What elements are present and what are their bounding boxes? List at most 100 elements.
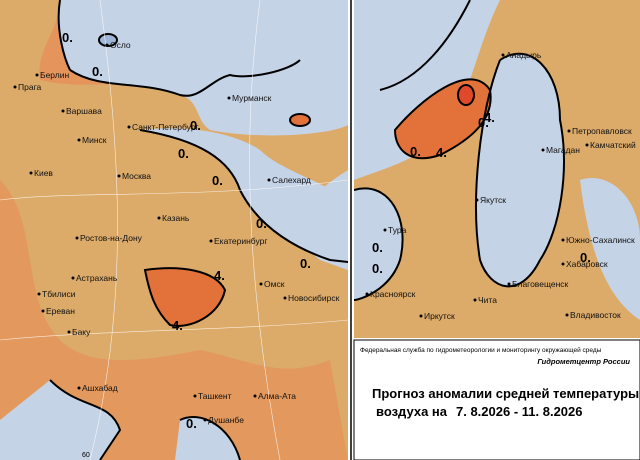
city-label: Камчатский [590, 140, 636, 150]
city-label: Баку [72, 327, 91, 337]
city-dot [193, 394, 197, 398]
city-dot [585, 143, 589, 147]
city-dot [77, 386, 81, 390]
city-dot [501, 53, 505, 57]
city-dot [209, 239, 213, 243]
east-panel [354, 0, 640, 338]
city-label: Благовещенск [512, 279, 569, 289]
contour-label: 0. [478, 115, 489, 130]
city-dot [507, 282, 511, 286]
contour-label: 4. [214, 268, 225, 283]
contour-label: 0. [190, 118, 201, 133]
city-label: Санкт-Петербург [132, 122, 199, 132]
city-dot [157, 216, 161, 220]
contour-label: 4. [172, 318, 183, 333]
city-label: Красноярск [370, 289, 416, 299]
city-dot [565, 313, 569, 317]
city-label: Киев [34, 168, 53, 178]
city-label: Казань [162, 213, 190, 223]
city-label: Мурманск [232, 93, 272, 103]
contour-label: 0. [256, 216, 267, 231]
legend-box [353, 339, 640, 460]
city-label: Москва [122, 171, 151, 181]
contour-label: 0. [372, 261, 383, 276]
contour-label: 0. [92, 64, 103, 79]
contour-label: 0. [62, 30, 73, 45]
title-line2: воздуха на [376, 404, 448, 419]
city-label: Чита [478, 295, 497, 305]
city-label: Ереван [46, 306, 75, 316]
city-label: Ташкент [198, 391, 232, 401]
contour-label: 0. [410, 144, 421, 159]
city-dot [567, 129, 571, 133]
contour-label: 0. [580, 250, 591, 265]
city-dot [383, 228, 387, 232]
city-label: Прага [18, 82, 41, 92]
city-label: Петропавловск [572, 126, 632, 136]
contour-label: 4. [484, 110, 495, 125]
city-dot [29, 171, 33, 175]
city-label: Екатеринбург [214, 236, 267, 246]
city-label: Якутск [480, 195, 506, 205]
city-dot [105, 43, 109, 47]
city-label: Владивосток [570, 310, 621, 320]
city-label: Тбилиси [42, 289, 76, 299]
city-dot [419, 314, 423, 318]
contour-label: 0. [372, 240, 383, 255]
city-label: Омск [264, 279, 285, 289]
city-label: Астрахань [76, 273, 118, 283]
city-label: Южно-Сахалинск [566, 235, 635, 245]
agency: Федеральная служба по гидрометеорологии … [360, 346, 602, 354]
city-label: Магадан [546, 145, 580, 155]
city-dot [475, 198, 479, 202]
city-label: Варшава [66, 106, 102, 116]
city-label: Новосибирск [288, 293, 340, 303]
city-label: Душанбе [208, 415, 244, 425]
city-dot [561, 238, 565, 242]
city-dot [13, 85, 17, 89]
city-dot [75, 236, 79, 240]
city-dot [561, 262, 565, 266]
city-dot [35, 73, 39, 77]
city-dot [259, 282, 263, 286]
city-dot [71, 276, 75, 280]
city-label: Анадырь [506, 50, 542, 60]
city-dot [227, 96, 231, 100]
contour-label: 4. [436, 145, 447, 160]
city-dot [283, 296, 287, 300]
city-dot [203, 418, 207, 422]
city-label: Тура [388, 225, 407, 235]
contour-label: 0. [300, 256, 311, 271]
city-dot [473, 298, 477, 302]
city-dot [117, 174, 121, 178]
city-label: Осло [110, 40, 131, 50]
city-dot [253, 394, 257, 398]
grid-label: 60 [82, 452, 90, 459]
city-label: Иркутск [424, 311, 455, 321]
city-dot [41, 309, 45, 313]
city-dot [67, 330, 71, 334]
city-dot [267, 178, 271, 182]
contour-label: 0. [212, 173, 223, 188]
city-label: Салехард [272, 175, 311, 185]
city-label: Хабаровск [566, 259, 608, 269]
city-dot [37, 292, 41, 296]
center: Гидрометцентр России [537, 357, 630, 366]
city-dot [365, 292, 369, 296]
title-line1: Прогноз аномалии средней температуры [372, 386, 639, 401]
city-label: Берлин [40, 70, 69, 80]
city-dot [77, 138, 81, 142]
city-dot [541, 148, 545, 152]
city-label: Алма-Ата [258, 391, 296, 401]
city-label: Минск [82, 135, 107, 145]
contour-label: 0. [178, 146, 189, 161]
city-label: Ашхабад [82, 383, 118, 393]
west-panel [0, 0, 348, 460]
city-label: Ростов-на-Дону [80, 233, 143, 243]
city-dot [61, 109, 65, 113]
dates: 7. 8.2026 - 11. 8.2026 [456, 404, 583, 419]
contour-label: 0. [186, 416, 197, 431]
city-dot [127, 125, 131, 129]
